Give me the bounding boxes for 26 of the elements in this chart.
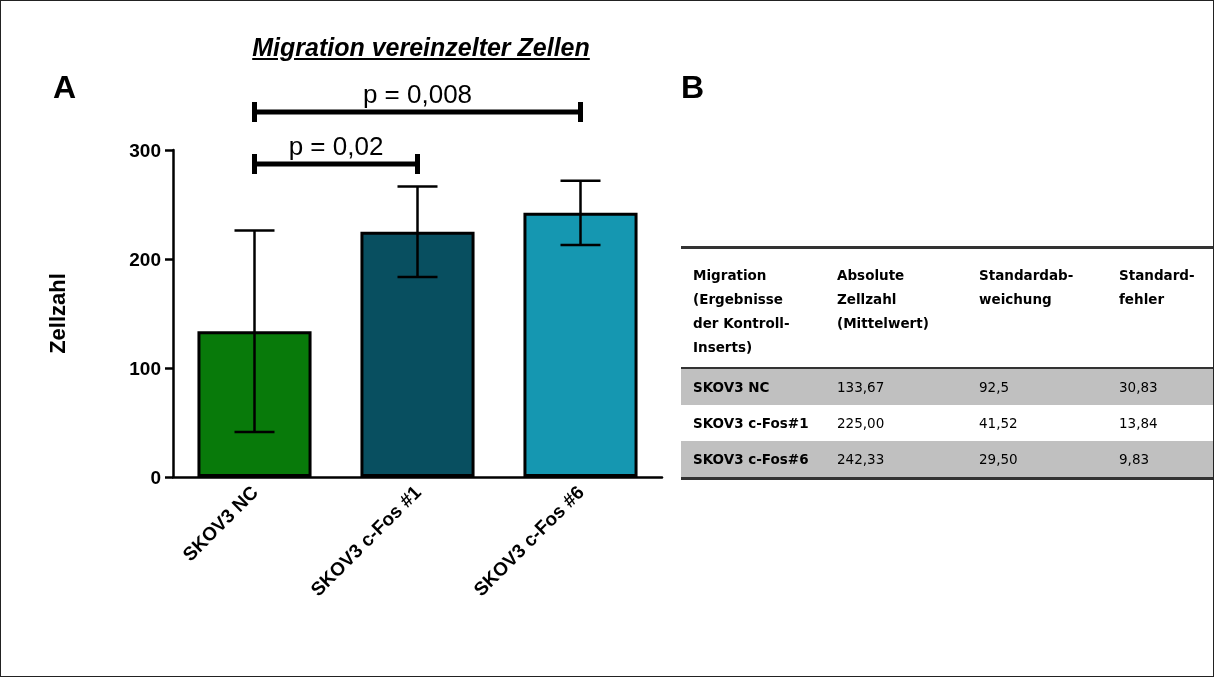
text: B	[681, 69, 705, 106]
text: Absolute Zellzahl (Mittelwert)	[836, 266, 930, 333]
text: 41,52	[978, 414, 1019, 433]
text: Standard- fehler	[1118, 266, 1196, 309]
y-tick-label: 0	[150, 466, 161, 488]
text: 133,67	[836, 378, 886, 397]
text: 92,5	[978, 378, 1011, 397]
text: SKOV3 c-Fos#6	[692, 450, 810, 469]
text: Migration (Ergebnisse der Kontroll- Inserts)	[692, 266, 791, 357]
text: 9,83	[1118, 450, 1151, 469]
text: 30,83	[1118, 378, 1159, 397]
text: 29,50	[978, 450, 1019, 469]
text: SKOV3 c-Fos#1	[692, 414, 810, 433]
y-axis-title: Zellzahl	[44, 273, 70, 354]
text: 225,00	[836, 414, 886, 433]
y-tick-label: 200	[129, 248, 161, 270]
text: 13,84	[1118, 414, 1159, 433]
chart-title: Migration vereinzelter Zellen	[251, 33, 591, 62]
text: 242,33	[836, 450, 886, 469]
y-tick-label: 100	[129, 357, 161, 379]
annotation: p = 0,02	[288, 131, 384, 161]
text: SKOV3 NC	[692, 378, 771, 397]
y-tick-label: 300	[129, 139, 161, 161]
text: p = 0,008	[362, 79, 473, 109]
text: Standardab- weichung	[978, 266, 1075, 309]
text: A	[53, 69, 77, 106]
